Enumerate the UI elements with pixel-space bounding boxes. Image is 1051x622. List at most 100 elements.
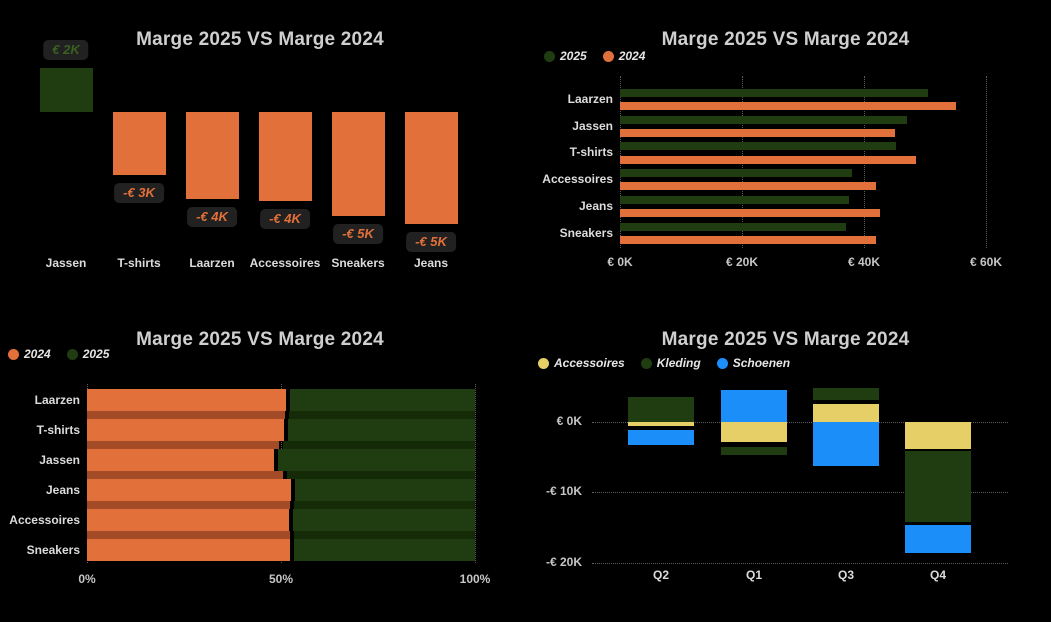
segment-2025-laarzen[interactable]: [289, 389, 475, 411]
category-label-sneakers: Sneakers: [331, 256, 385, 270]
column-bar-accessoires[interactable]: [258, 112, 312, 202]
column-bar-t-shirts[interactable]: [112, 112, 166, 176]
legend-item-accessoires[interactable]: Accessoires: [538, 356, 625, 370]
row-gap-shade: [288, 411, 475, 419]
gridline: [475, 384, 476, 563]
segment-2025-accessoires[interactable]: [293, 509, 475, 531]
category-label-sneakers: Sneakers: [559, 225, 613, 240]
category-label-laarzen: Laarzen: [34, 393, 80, 407]
x-axis-tick-label: 50%: [268, 572, 294, 586]
bar-2024-sneakers[interactable]: [620, 235, 877, 244]
legend-item-schoenen[interactable]: Schoenen: [716, 356, 790, 370]
chart-panel-stacked-columns: Marge 2025 VS Marge 2024 Accessoires Kled…: [520, 300, 1051, 622]
segment-accessoires-q1[interactable]: [721, 422, 787, 443]
bar-2025-jassen[interactable]: [620, 115, 907, 124]
category-label-jeans: Jeans: [45, 483, 80, 497]
legend-label: Accessoires: [554, 356, 625, 370]
data-label-laarzen: -€ 4K: [187, 207, 237, 228]
row-gap-shade: [293, 531, 475, 539]
category-label-jeans: Jeans: [578, 198, 613, 213]
gridline: [592, 492, 1008, 494]
bar-2025-t-shirts[interactable]: [620, 142, 897, 151]
accessoires-legend-swatch-icon: [538, 357, 549, 369]
gridline: [592, 562, 1008, 564]
category-label-jassen: Jassen: [572, 118, 613, 133]
segment-2024-accessoires[interactable]: [87, 509, 290, 531]
segment-schoenen-q1[interactable]: [721, 389, 787, 422]
column-bar-sneakers[interactable]: [331, 112, 385, 216]
bar-2024-jeans[interactable]: [620, 209, 881, 218]
segment-accessoires-q4[interactable]: [905, 422, 971, 449]
segment-kleding-q3[interactable]: [813, 388, 879, 401]
bar-2024-accessoires[interactable]: [620, 182, 877, 191]
x-axis-tick-label: 100%: [459, 572, 491, 586]
2025-legend-swatch-icon: [544, 50, 555, 62]
legend-item-2025[interactable]: 2025: [66, 347, 109, 361]
category-label-jassen: Jassen: [39, 453, 80, 467]
chart-panel-stacked-100pct: Marge 2025 VS Marge 2024 2024 2025 0% 50% 1…: [0, 300, 520, 622]
legend-label: 2025: [560, 49, 587, 63]
x-axis-tick-label: € 0K: [607, 255, 633, 269]
segment-kleding-q2[interactable]: [628, 396, 694, 422]
segment-schoenen-q2[interactable]: [628, 430, 694, 446]
category-label-laarzen: Laarzen: [189, 256, 235, 270]
x-axis-tick-label: € 20K: [725, 255, 759, 269]
column-bar-jassen[interactable]: [39, 68, 93, 112]
y-axis-tick-label: -€ 20K: [545, 554, 582, 569]
segment-2024-jeans[interactable]: [87, 479, 292, 501]
bar-2024-t-shirts[interactable]: [620, 155, 916, 164]
segment-2025-jassen[interactable]: [278, 449, 475, 471]
segment-accessoires-q3[interactable]: [813, 404, 879, 422]
data-label-sneakers: -€ 5K: [333, 223, 383, 244]
segment-kleding-q1[interactable]: [721, 447, 787, 456]
bar-2025-laarzen[interactable]: [620, 89, 929, 97]
bar-2024-jassen[interactable]: [620, 129, 895, 137]
chart-title: Marge 2025 VS Marge 2024: [661, 28, 910, 50]
bar-2025-accessoires[interactable]: [620, 169, 852, 178]
segment-schoenen-q3[interactable]: [813, 422, 879, 467]
legend-label: 2024: [24, 347, 51, 361]
segment-2024-sneakers[interactable]: [87, 539, 291, 561]
segment-accessoires-q2[interactable]: [628, 422, 694, 427]
x-axis-tick-label: € 40K: [847, 255, 881, 269]
segment-2024-t-shirts[interactable]: [87, 419, 285, 441]
row-gap-shade: [294, 501, 475, 509]
bar-2024-laarzen[interactable]: [620, 102, 956, 111]
row-gap-shade: [87, 471, 283, 479]
bar-2025-sneakers[interactable]: [620, 222, 846, 231]
row-gap-shade: [283, 441, 475, 449]
category-label-accessoires: Accessoires: [9, 513, 80, 527]
category-label-q4: Q4: [929, 568, 946, 582]
segment-schoenen-q4[interactable]: [905, 525, 971, 553]
x-axis-tick-label: € 60K: [969, 255, 1003, 269]
kleding-legend-swatch-icon: [640, 357, 652, 369]
row-gap-shade: [87, 531, 290, 539]
legend-item-2024[interactable]: 2024: [8, 347, 51, 361]
legend-label: 2024: [618, 49, 646, 63]
category-label-accessoires: Accessoires: [249, 256, 321, 270]
2024-legend-swatch-icon: [602, 50, 614, 62]
row-gap-shade: [87, 441, 280, 449]
segment-2025-jeans[interactable]: [295, 479, 475, 501]
gridline: [986, 76, 987, 248]
data-label-jeans: -€ 5K: [406, 232, 456, 253]
segment-2025-t-shirts[interactable]: [288, 419, 475, 441]
segment-2025-sneakers[interactable]: [294, 539, 475, 561]
legend-item-2024[interactable]: 2024: [602, 49, 646, 63]
row-gap-shade: [87, 411, 285, 419]
legend-item-kleding[interactable]: Kleding: [640, 356, 701, 370]
category-label-laarzen: Laarzen: [567, 92, 613, 106]
column-bar-laarzen[interactable]: [185, 112, 239, 200]
category-label-jassen: Jassen: [45, 256, 87, 270]
chart-panel-grouped-bars: Marge 2025 VS Marge 2024 2025 2024 € 0K € …: [520, 0, 1051, 300]
segment-2024-jassen[interactable]: [87, 449, 275, 471]
legend-item-2025[interactable]: 2025: [544, 49, 587, 63]
segment-2024-laarzen[interactable]: [87, 389, 286, 411]
segment-kleding-q4[interactable]: [905, 450, 971, 522]
column-bar-jeans[interactable]: [404, 112, 458, 225]
2024-legend-swatch-icon: [8, 348, 19, 360]
category-label-sneakers: Sneakers: [26, 543, 80, 557]
category-label-t-shirts: T-shirts: [36, 423, 80, 437]
bar-2025-jeans[interactable]: [620, 195, 849, 204]
